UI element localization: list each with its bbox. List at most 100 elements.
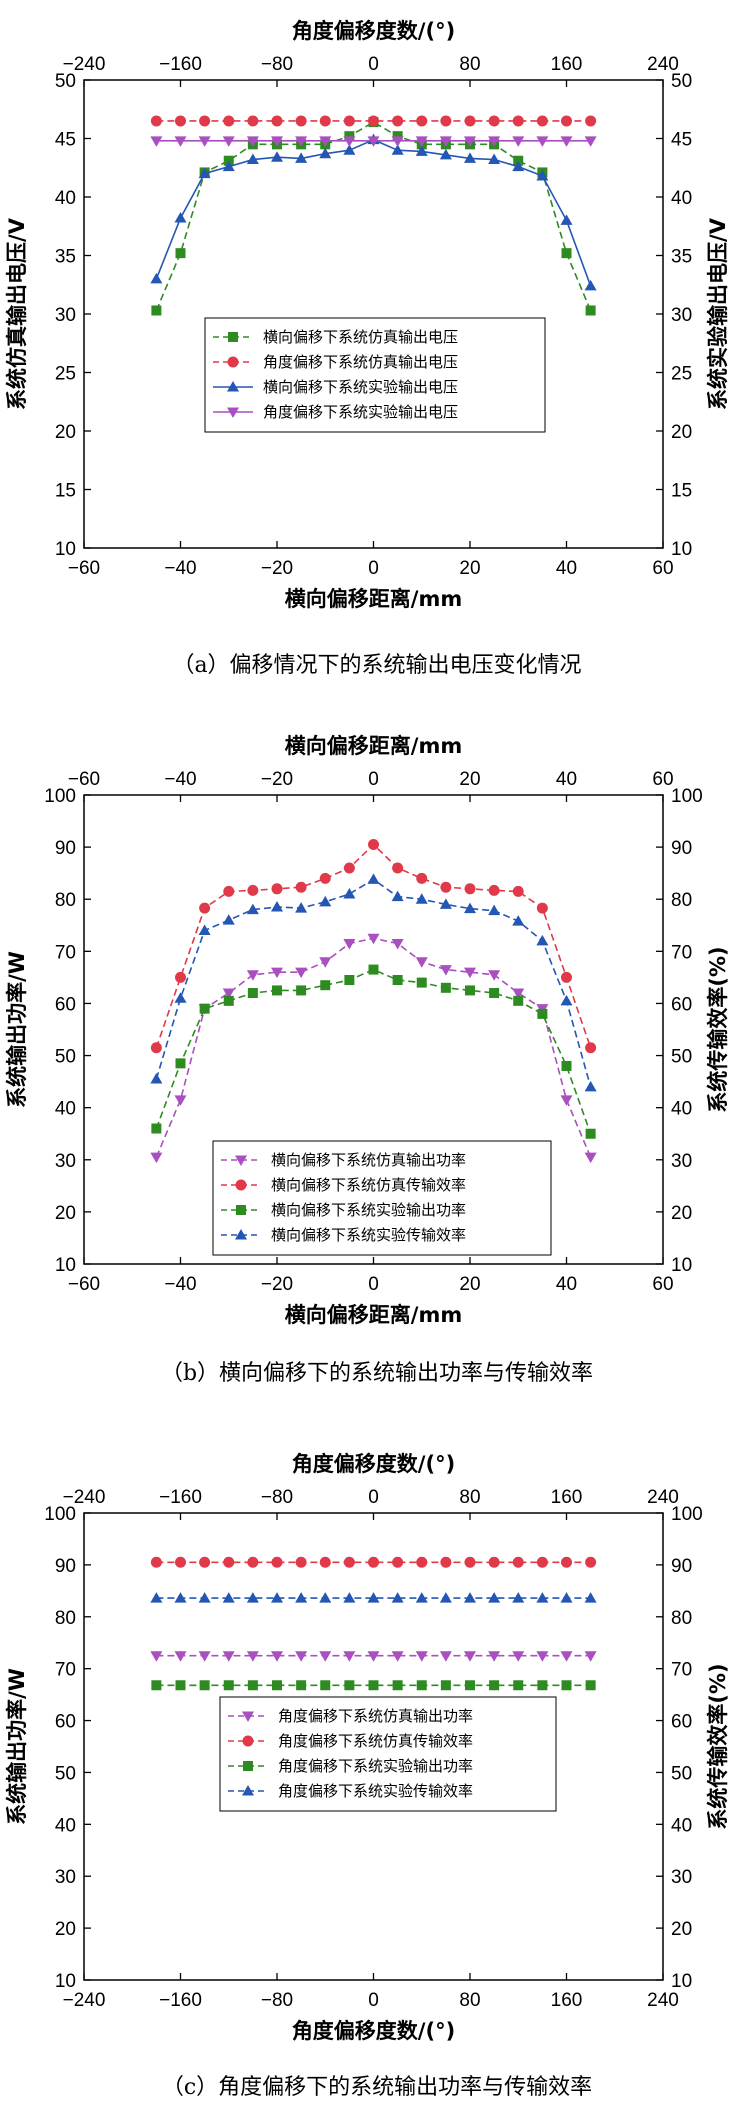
data-point xyxy=(367,1592,380,1603)
data-point xyxy=(246,970,259,981)
data-point xyxy=(222,1592,235,1603)
data-point xyxy=(464,1592,476,1603)
data-point xyxy=(416,115,428,127)
data-point xyxy=(512,136,525,147)
data-point xyxy=(536,1651,549,1662)
y2-tick-label: 25 xyxy=(671,364,692,385)
y2-tick-label: 90 xyxy=(671,838,692,859)
x-tick-label: 40 xyxy=(556,558,577,579)
legend-label: 角度偏移下系统仿真传输效率 xyxy=(278,1732,473,1750)
data-point xyxy=(488,1556,500,1568)
data-point xyxy=(199,1003,210,1014)
data-point xyxy=(271,115,283,127)
data-point xyxy=(320,980,331,991)
data-point xyxy=(319,136,332,147)
legend-marker xyxy=(227,407,239,418)
data-point xyxy=(344,1680,355,1691)
x-tick-label: −60 xyxy=(68,1274,100,1295)
data-point xyxy=(536,169,549,181)
data-point xyxy=(584,136,597,147)
legend-label: 横向偏移下系统实验输出功率 xyxy=(271,1201,466,1219)
y2-axis-label: 系统传输效率(%) xyxy=(706,946,730,1112)
data-point xyxy=(368,1556,379,1568)
data-point xyxy=(584,1651,597,1662)
data-point xyxy=(536,136,549,147)
figure-caption: （a）偏移情况下的系统输出电压变化情况 xyxy=(172,653,581,678)
data-point xyxy=(222,914,235,925)
data-point xyxy=(271,1556,283,1568)
legend-item: 横向偏移下系统实验输出电压 xyxy=(213,378,458,396)
y2-tick-label: 100 xyxy=(671,786,703,807)
x2-tick-label: 240 xyxy=(647,1487,679,1508)
y2-tick-label: 80 xyxy=(671,1608,692,1629)
data-point xyxy=(343,939,356,950)
data-point xyxy=(198,1651,211,1662)
y-tick-label: 50 xyxy=(55,71,76,92)
data-point xyxy=(223,115,235,127)
data-point xyxy=(175,1680,186,1691)
data-point xyxy=(415,893,428,904)
x-axis-label: 横向偏移距离/mm xyxy=(285,587,462,611)
legend: 横向偏移下系统仿真输出电压角度偏移下系统仿真输出电压横向偏移下系统实验输出电压角… xyxy=(204,317,546,433)
data-point xyxy=(319,1651,332,1662)
data-point xyxy=(416,1680,427,1691)
data-point xyxy=(512,988,525,1000)
series-2 xyxy=(150,839,597,1054)
data-point xyxy=(150,136,163,147)
data-point xyxy=(344,131,355,142)
x-tick-label: −20 xyxy=(261,558,293,579)
data-point xyxy=(319,872,331,884)
data-point xyxy=(439,1592,452,1603)
y-axis-label: 系统输出功率/W xyxy=(5,1668,29,1825)
data-point xyxy=(561,971,572,983)
data-point xyxy=(584,1592,597,1603)
data-point xyxy=(440,1680,451,1691)
data-point xyxy=(198,924,211,935)
data-point xyxy=(512,1556,524,1568)
x-tick-label: 80 xyxy=(459,1990,480,2011)
x2-axis-label: 横向偏移距离/mm xyxy=(285,734,462,758)
data-point xyxy=(271,151,283,162)
data-point xyxy=(150,1152,163,1164)
x-tick-label: −20 xyxy=(261,1274,293,1295)
data-point xyxy=(151,1123,162,1134)
data-point xyxy=(488,1651,501,1662)
x2-tick-label: 240 xyxy=(647,54,679,75)
legend-label: 横向偏移下系统仿真输出电压 xyxy=(263,328,458,346)
legend-marker xyxy=(242,1735,254,1747)
x-tick-label: 160 xyxy=(551,1990,583,2011)
y-tick-label: 30 xyxy=(55,1867,76,1888)
series-1 xyxy=(151,117,596,316)
data-point xyxy=(415,1651,428,1662)
y2-tick-label: 30 xyxy=(671,305,692,326)
data-point xyxy=(561,1680,572,1691)
y-tick-label: 15 xyxy=(55,481,76,502)
y2-tick-label: 60 xyxy=(671,1712,692,1733)
data-point xyxy=(488,136,501,147)
y2-tick-label: 10 xyxy=(671,1971,692,1992)
data-point xyxy=(415,1592,428,1603)
data-point xyxy=(560,214,573,225)
data-point xyxy=(295,967,308,979)
y2-tick-label: 70 xyxy=(671,942,692,963)
data-point xyxy=(343,115,355,127)
x2-tick-label: −240 xyxy=(63,1487,106,1508)
data-point xyxy=(584,1152,597,1164)
y2-tick-label: 15 xyxy=(671,481,692,502)
data-point xyxy=(392,974,403,985)
x-tick-label: −160 xyxy=(159,1990,202,2011)
y-tick-label: 70 xyxy=(55,1660,76,1681)
data-point xyxy=(344,974,355,985)
y2-tick-label: 10 xyxy=(671,1255,692,1276)
data-point xyxy=(199,902,211,914)
y-tick-label: 70 xyxy=(55,942,76,963)
y2-tick-label: 80 xyxy=(671,890,692,911)
x2-tick-label: 80 xyxy=(459,1487,480,1508)
data-point xyxy=(247,884,259,896)
data-point xyxy=(536,934,549,946)
data-point xyxy=(295,136,308,147)
data-point xyxy=(295,1556,307,1568)
x-axis-label: 横向偏移距离/mm xyxy=(285,1303,462,1327)
y-tick-label: 10 xyxy=(55,539,76,560)
y2-tick-label: 45 xyxy=(671,130,692,151)
